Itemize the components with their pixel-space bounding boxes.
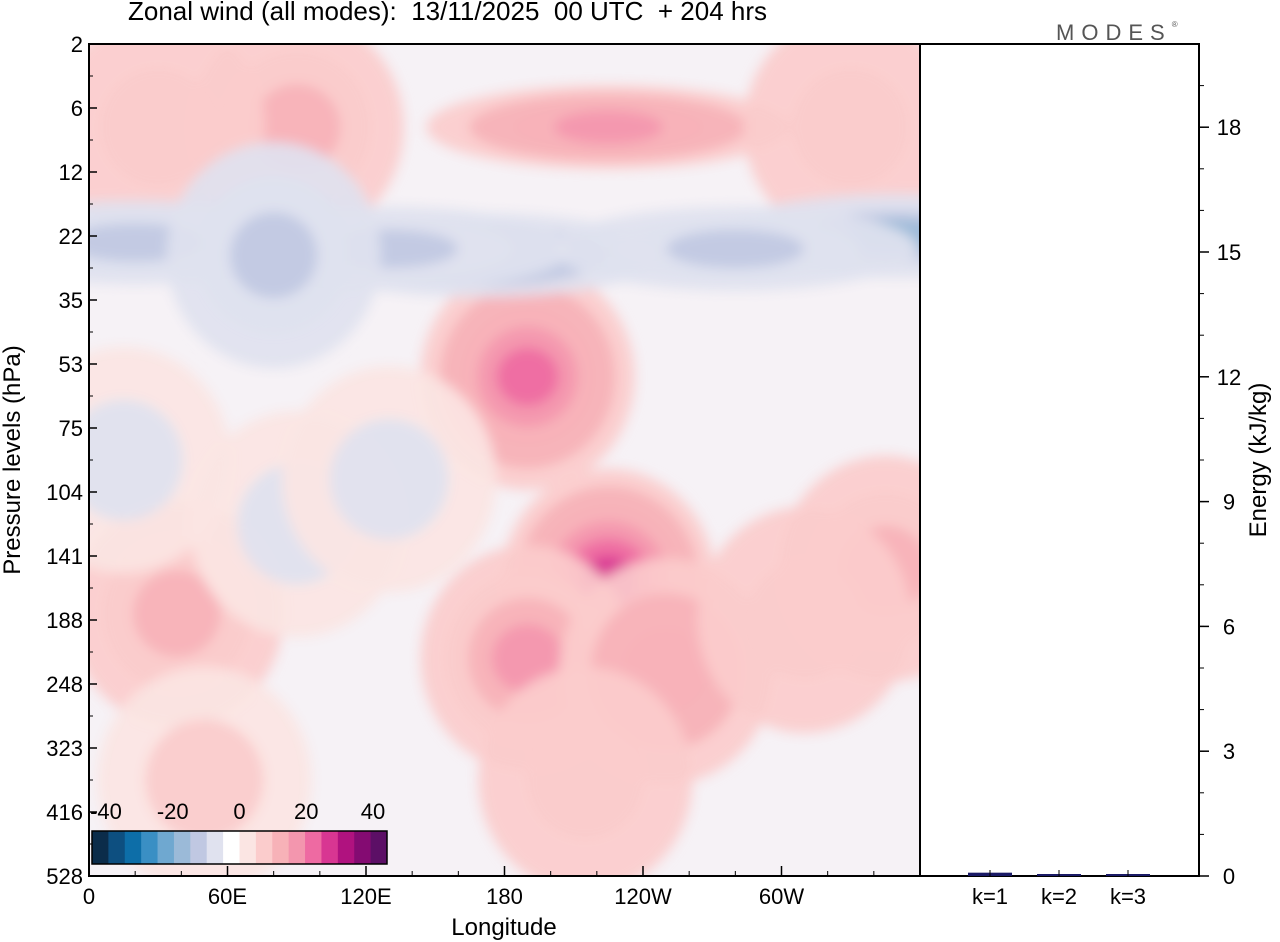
colorbar-swatch xyxy=(206,831,224,864)
y-tick-label: 323 xyxy=(46,736,83,761)
y-tick-label: 75 xyxy=(59,416,83,441)
wind-contour xyxy=(133,570,221,657)
y-tick-label: 141 xyxy=(46,544,83,569)
x-tick-label: 60W xyxy=(759,884,804,909)
x-tick-label: 180 xyxy=(486,884,523,909)
colorbar-swatch xyxy=(370,831,388,864)
x-axis-label: Longitude xyxy=(451,914,556,941)
y-tick-label: 22 xyxy=(59,224,83,249)
y-tick-label: 12 xyxy=(59,160,83,185)
heatmap-field xyxy=(89,44,920,876)
colorbar-swatch xyxy=(157,831,175,864)
colorbar-swatch xyxy=(141,831,159,864)
chart-title: Zonal wind (all modes): 13/11/2025 00 UT… xyxy=(128,0,768,26)
y-tick-label: 416 xyxy=(46,800,83,825)
wind-contour xyxy=(666,229,804,269)
wind-contour xyxy=(496,347,559,406)
mode-tick-label: k=1 xyxy=(972,884,1008,909)
colorbar-swatch xyxy=(173,831,191,864)
energy-tick-label: 9 xyxy=(1223,490,1235,515)
colorbar-swatch xyxy=(239,831,257,864)
colorbar-tick-label: 0 xyxy=(233,799,245,824)
longitude-axis: 0 60E 120E 180 120W 60W xyxy=(83,866,921,909)
colorbar-swatch xyxy=(92,831,109,864)
colorbar-swatch xyxy=(288,831,306,864)
y-tick-label: 104 xyxy=(46,480,83,505)
mode-tick-label: k=3 xyxy=(1110,884,1146,909)
brand-logo: MODES® xyxy=(1056,20,1178,46)
pressure-axis: 2 6 12 22 35 53 75 104 141 188 248 323 416 528 xyxy=(46,32,97,889)
wind-contour xyxy=(229,212,318,299)
wind-contour xyxy=(144,719,264,841)
colorbar-swatch xyxy=(321,831,339,864)
colorbar-swatch xyxy=(272,831,290,864)
colorbar-swatch xyxy=(223,831,240,864)
wind-contour xyxy=(329,418,449,540)
wind-contour xyxy=(791,66,911,188)
colorbar-swatch xyxy=(255,831,273,864)
heatmap-blobs xyxy=(89,44,920,876)
x-tick-label: 120E xyxy=(340,884,391,909)
y-tick-label: 248 xyxy=(46,672,83,697)
colorbar-swatch xyxy=(108,831,126,864)
wind-contour xyxy=(525,719,645,841)
wind-contour xyxy=(89,399,184,521)
energy-tick-label: 15 xyxy=(1217,240,1241,265)
colorbar-swatch xyxy=(190,831,208,864)
colorbar-frame xyxy=(91,830,388,865)
y-tick-label: 528 xyxy=(46,864,83,889)
mode-tick-label: k=2 xyxy=(1041,884,1077,909)
wind-contour xyxy=(98,66,218,188)
colorbar-tick-label: 40 xyxy=(361,799,385,824)
y-tick-label: 53 xyxy=(59,352,83,377)
y-tick-label: 188 xyxy=(46,608,83,633)
colorbar-swatch xyxy=(124,831,142,864)
energy-tick-label: 6 xyxy=(1223,614,1235,639)
colorbar-tick-label: -20 xyxy=(157,799,189,824)
y-tick-label: 6 xyxy=(71,96,83,121)
x-tick-label: 0 xyxy=(83,884,95,909)
mode-axis: k=1 k=2 k=3 xyxy=(972,870,1146,909)
wind-contour xyxy=(553,110,663,144)
x-tick-label: 120W xyxy=(614,884,672,909)
colorbar-swatch xyxy=(305,831,322,864)
x-tick-label: 60E xyxy=(208,884,247,909)
energy-axis: 0 3 6 9 12 15 18 xyxy=(1199,85,1241,889)
colorbar-tick-label: -40 xyxy=(90,799,122,824)
energy-tick-label: 18 xyxy=(1217,115,1241,140)
y-tick-label: 2 xyxy=(71,32,83,57)
colorbar-tick-label: 20 xyxy=(294,799,318,824)
brand-text: MODES xyxy=(1056,20,1172,45)
colorbar: -40 -20 0 20 40 xyxy=(90,799,388,865)
wind-contour xyxy=(745,559,865,681)
colorbar-swatch xyxy=(354,831,372,864)
y-tick-label: 35 xyxy=(59,288,83,313)
energy-tick-label: 0 xyxy=(1223,864,1235,889)
y-axis-label: Pressure levels (hPa) xyxy=(0,345,26,574)
energy-axis-label: Energy (kJ/kg) xyxy=(1245,383,1272,538)
energy-tick-label: 3 xyxy=(1223,739,1235,764)
colorbar-swatch xyxy=(337,831,355,864)
registered-mark: ® xyxy=(1171,20,1178,29)
energy-tick-label: 12 xyxy=(1217,365,1241,390)
energy-panel-frame xyxy=(919,43,1200,877)
